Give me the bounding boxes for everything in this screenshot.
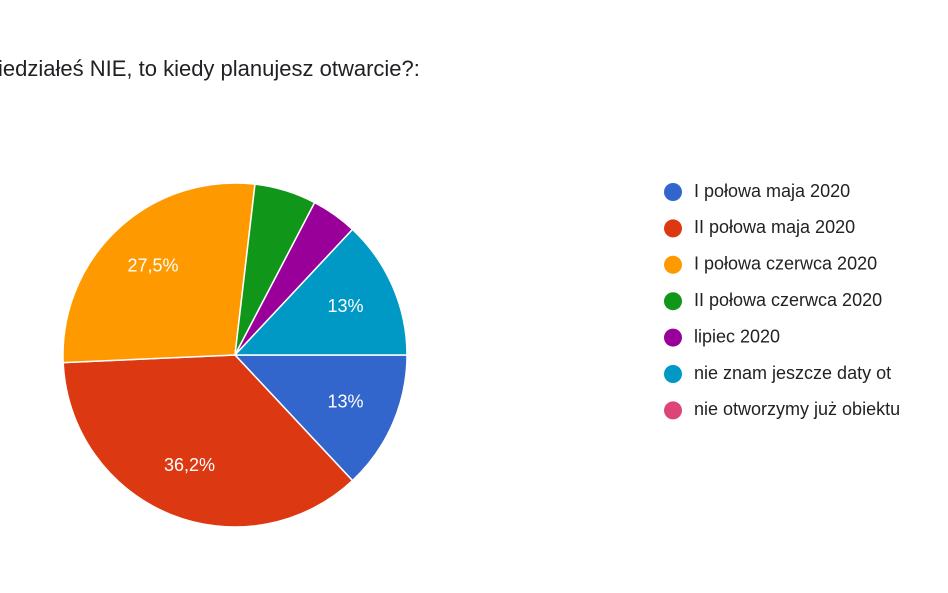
slice-label: 13% xyxy=(327,392,363,412)
slice-label: 27,5% xyxy=(127,256,178,276)
slice-label: 36,2% xyxy=(164,455,215,475)
legend-label: II połowa czerwca 2020 xyxy=(694,290,882,310)
chart-title: iedziałeś NIE, to kiedy planujesz otwarc… xyxy=(0,56,420,81)
legend-swatch xyxy=(664,328,682,347)
pie-slice xyxy=(62,354,354,528)
legend-label: I połowa maja 2020 xyxy=(694,181,850,201)
pie-slice xyxy=(62,182,256,364)
legend-swatch xyxy=(664,219,682,238)
legend-swatch xyxy=(664,292,682,311)
legend-swatch xyxy=(664,183,682,201)
legend-swatch xyxy=(664,255,682,274)
legend-label: lipiec 2020 xyxy=(694,326,780,346)
legend-swatch xyxy=(664,365,682,383)
pie-slice xyxy=(233,228,408,356)
legend-label: nie otworzymy już obiektu xyxy=(694,399,900,419)
slice-label: 13% xyxy=(327,296,363,316)
legend-label: II połowa maja 2020 xyxy=(694,217,855,237)
pie-slice xyxy=(233,354,408,482)
legend-label: nie znam jeszcze daty ot xyxy=(694,363,891,383)
legend-label: I połowa czerwca 2020 xyxy=(694,254,877,274)
legend-swatch xyxy=(664,401,682,420)
